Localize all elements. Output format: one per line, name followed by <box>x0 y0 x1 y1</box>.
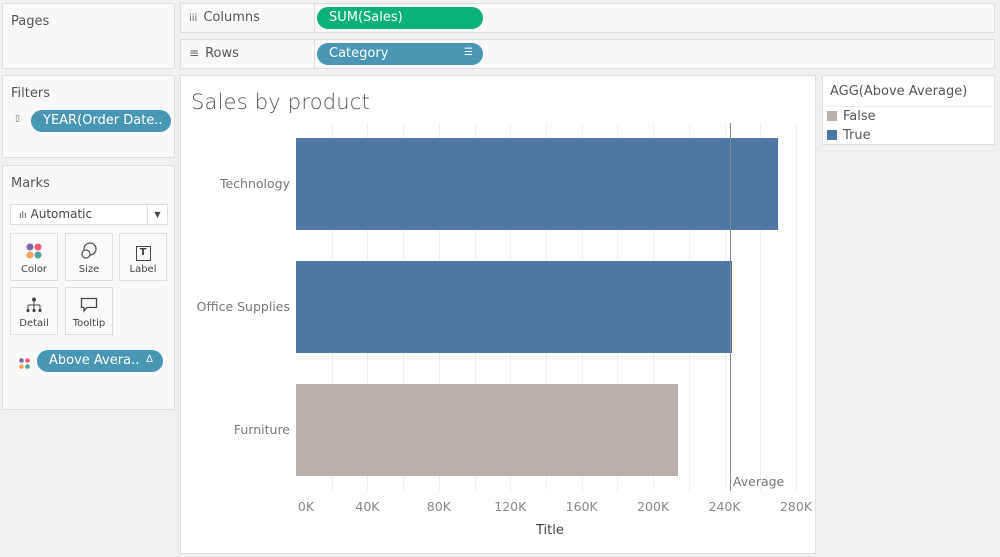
chart-view[interactable]: Sales by product Title 0K 40K 80K 120K 160K 2… <box>180 75 816 554</box>
label-button[interactable]: T Label <box>119 233 167 281</box>
filters-title: Filters <box>11 86 50 101</box>
x-axis-tick: 0K <box>297 499 315 514</box>
category-label: Technology <box>219 176 290 191</box>
marks-card: Marks ılı Automatic ▼ Color Size T Label … <box>2 165 175 410</box>
pages-title: Pages <box>11 14 50 29</box>
filters-card: Filters ▯ YEAR(Order Date.. <box>2 75 175 158</box>
bar-chart-icon: ılı <box>19 211 27 221</box>
calculation-delta-icon: Δ <box>146 354 153 365</box>
color-encoding-icon <box>19 354 30 373</box>
detail-icon <box>11 293 57 317</box>
sum-sales-pill[interactable]: SUM(Sales) <box>317 7 483 29</box>
average-reference-line[interactable] <box>729 123 732 491</box>
columns-icon: iii <box>189 13 198 24</box>
gridline <box>760 124 762 491</box>
color-button[interactable]: Color <box>10 233 58 281</box>
tooltip-icon <box>66 293 112 317</box>
date-icon: ▯ <box>15 114 20 124</box>
bar-technology[interactable] <box>296 138 779 230</box>
legend-item-false[interactable]: False <box>827 109 876 124</box>
gridline <box>796 124 797 491</box>
pages-card: Pages <box>2 3 175 69</box>
chevron-down-icon: ▼ <box>147 205 167 224</box>
x-axis-tick: 80K <box>426 499 451 514</box>
x-axis-tick: 40K <box>355 499 380 514</box>
legend-item-true[interactable]: True <box>827 128 871 143</box>
above-average-pill[interactable]: Above Avera.. Δ <box>37 350 163 372</box>
label-icon: T <box>120 239 166 263</box>
mark-type-dropdown[interactable]: ılı Automatic ▼ <box>10 204 168 225</box>
color-legend: AGG(Above Average) False True <box>822 75 995 145</box>
category-label: Furniture <box>233 422 290 437</box>
marks-title: Marks <box>11 176 50 191</box>
x-axis-tick: 200K <box>637 499 670 514</box>
year-order-date-pill[interactable]: YEAR(Order Date.. <box>31 110 171 132</box>
bar-office-supplies[interactable] <box>296 261 732 353</box>
columns-label: Columns <box>203 10 260 25</box>
x-axis-tick: 160K <box>565 499 598 514</box>
rows-label: Rows <box>205 46 239 61</box>
bar-furniture[interactable] <box>296 384 679 476</box>
tooltip-button[interactable]: Tooltip <box>65 287 113 335</box>
rows-shelf[interactable]: ≡ Rows Category ☰ <box>180 39 995 69</box>
x-axis-tick: 280K <box>779 499 813 514</box>
category-label: Office Supplies <box>196 299 290 314</box>
size-button[interactable]: Size <box>65 233 113 281</box>
x-axis-tick: 120K <box>494 499 527 514</box>
false-swatch <box>827 111 837 121</box>
detail-button[interactable]: Detail <box>10 287 58 335</box>
color-icon <box>11 239 57 263</box>
rows-icon: ≡ <box>189 46 200 60</box>
columns-shelf[interactable]: iii Columns SUM(Sales) <box>180 3 995 33</box>
true-swatch <box>827 130 837 140</box>
category-pill[interactable]: Category ☰ <box>317 43 483 65</box>
size-icon <box>66 239 112 263</box>
chart-title: Sales by product <box>191 90 370 114</box>
sort-icon: ☰ <box>464 47 473 58</box>
average-label: Average <box>732 474 785 489</box>
x-axis-title: Title <box>536 523 564 538</box>
legend-separator <box>823 106 994 107</box>
x-axis-tick: 240K <box>708 499 741 514</box>
legend-title: AGG(Above Average) <box>830 84 968 99</box>
